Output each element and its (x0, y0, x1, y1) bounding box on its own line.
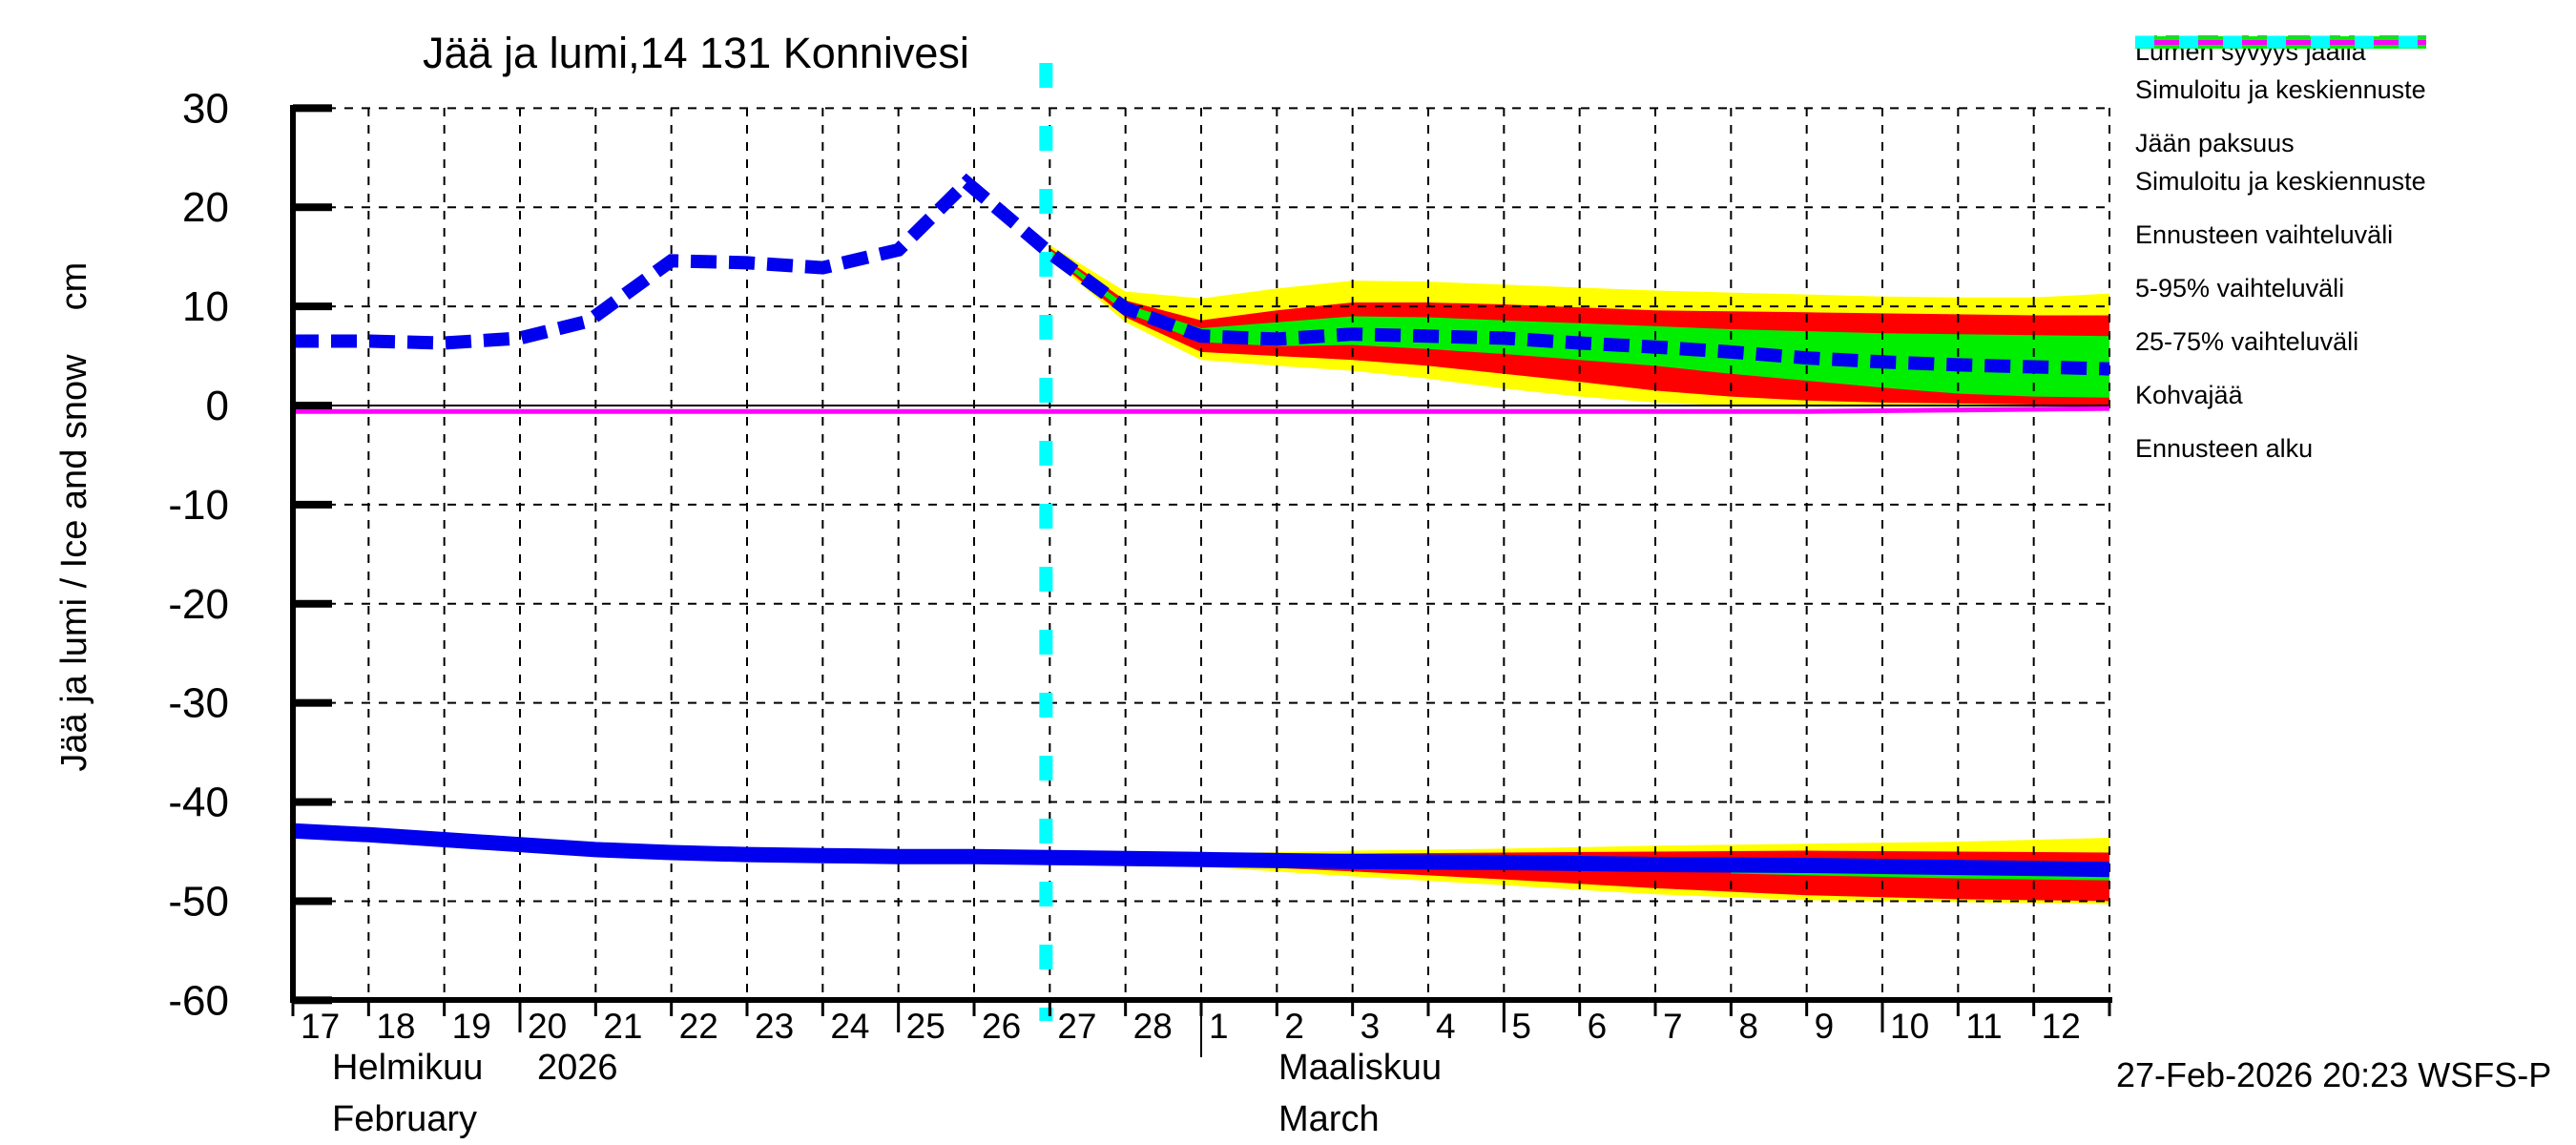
legend-label: Ennusteen vaihteluväli (2135, 220, 2394, 249)
legend-item: Kohvajää (2135, 40, 2479, 414)
y-tick (293, 203, 332, 212)
x-axis (290, 997, 2112, 1003)
month-label-february-fi: Helmikuu (332, 1048, 484, 1088)
day-label: 7 (1663, 1007, 1683, 1046)
line-kohvajaa (293, 406, 2110, 414)
y-tick-label: -30 (168, 680, 229, 727)
line-snow-depth-on-ice-simulated-mean-forecast (293, 173, 2110, 376)
month-label-year: 2026 (537, 1048, 618, 1088)
day-label: 18 (376, 1007, 415, 1046)
day-label: 27 (1057, 1007, 1096, 1046)
legend-item: Jään paksuus Simuloitu ja keskiennuste (2135, 36, 2479, 200)
month-label-march-fi: Maaliskuu (1278, 1048, 1443, 1088)
y-tick-label: 20 (182, 184, 229, 231)
day-label: 1 (1209, 1007, 1229, 1046)
legend-sublabel: Simuloitu ja keskiennuste (2135, 75, 2426, 104)
month-label-march-en: March (1278, 1099, 1380, 1139)
day-label: 6 (1588, 1007, 1608, 1046)
legend-sublabel: Simuloitu ja keskiennuste (2135, 167, 2426, 196)
day-label: 10 (1890, 1007, 1929, 1046)
day-label: 3 (1361, 1007, 1381, 1046)
legend-item: Ennusteen alku (2135, 35, 2479, 468)
y-tick (293, 698, 332, 707)
day-label: 9 (1815, 1007, 1835, 1046)
y-tick-label: -50 (168, 878, 229, 925)
legend-swatch-cyan-dashed (2135, 35, 2426, 49)
day-label: 4 (1436, 1007, 1456, 1046)
day-label: 8 (1738, 1007, 1758, 1046)
legend: Lumen syvyys jäällä Simuloitu ja keskienn… (2135, 32, 2479, 483)
y-tick-label: 0 (206, 383, 229, 429)
y-tick (293, 104, 332, 113)
month-label-february-en: February (332, 1099, 478, 1139)
y-tick-label: 30 (182, 85, 229, 132)
day-label: 5 (1511, 1007, 1531, 1046)
legend-item: Ennusteen vaihteluväli (2135, 36, 2479, 254)
legend-label: 25-75% vaihteluväli (2135, 327, 2359, 356)
timestamp: 27-Feb-2026 20:23 WSFS-P (2116, 1055, 2552, 1094)
chart-title: Jää ja lumi,14 131 Konnivesi (423, 29, 969, 77)
legend-label: 5-95% vaihteluväli (2135, 274, 2345, 302)
y-tick-label: 10 (182, 283, 229, 330)
day-label: 21 (603, 1007, 642, 1046)
day-label: 28 (1133, 1007, 1173, 1046)
y-tick (293, 996, 332, 1005)
y-tick (293, 402, 332, 409)
day-label: 23 (755, 1007, 794, 1046)
legend-item: 25-75% vaihteluväli (2135, 36, 2479, 361)
y-tick (293, 599, 332, 608)
day-label: 17 (301, 1007, 340, 1046)
y-tick (293, 302, 332, 311)
day-label: 20 (528, 1007, 567, 1046)
y-tick (293, 897, 332, 906)
y-tick (293, 798, 332, 806)
day-label: 25 (906, 1007, 945, 1046)
day-label: 19 (452, 1007, 491, 1046)
day-label: 12 (2042, 1007, 2081, 1046)
y-tick-label: -60 (168, 977, 229, 1024)
legend-label: Jään paksuus (2135, 129, 2295, 157)
line-ice-thickness-simulated-mean-forecast (292, 822, 2110, 878)
y-axis-unit: cm (54, 261, 94, 311)
day-label: 2 (1284, 1007, 1304, 1046)
day-label: 11 (1965, 1007, 2002, 1046)
y-axis (290, 105, 296, 1003)
legend-item: 5-95% vaihteluväli (2135, 36, 2479, 307)
day-label: 24 (830, 1007, 869, 1046)
legend-label: Ennusteen alku (2135, 434, 2314, 463)
y-tick-label: -10 (168, 482, 229, 529)
y-tick-label: -40 (168, 780, 229, 826)
y-tick (293, 500, 332, 509)
day-label: 26 (982, 1007, 1021, 1046)
y-tick-label: -20 (168, 581, 229, 628)
day-label: 22 (679, 1007, 718, 1046)
legend-label: Kohvajää (2135, 381, 2243, 409)
y-axis-label: Jää ja lumi / Ice and snow (54, 354, 94, 772)
